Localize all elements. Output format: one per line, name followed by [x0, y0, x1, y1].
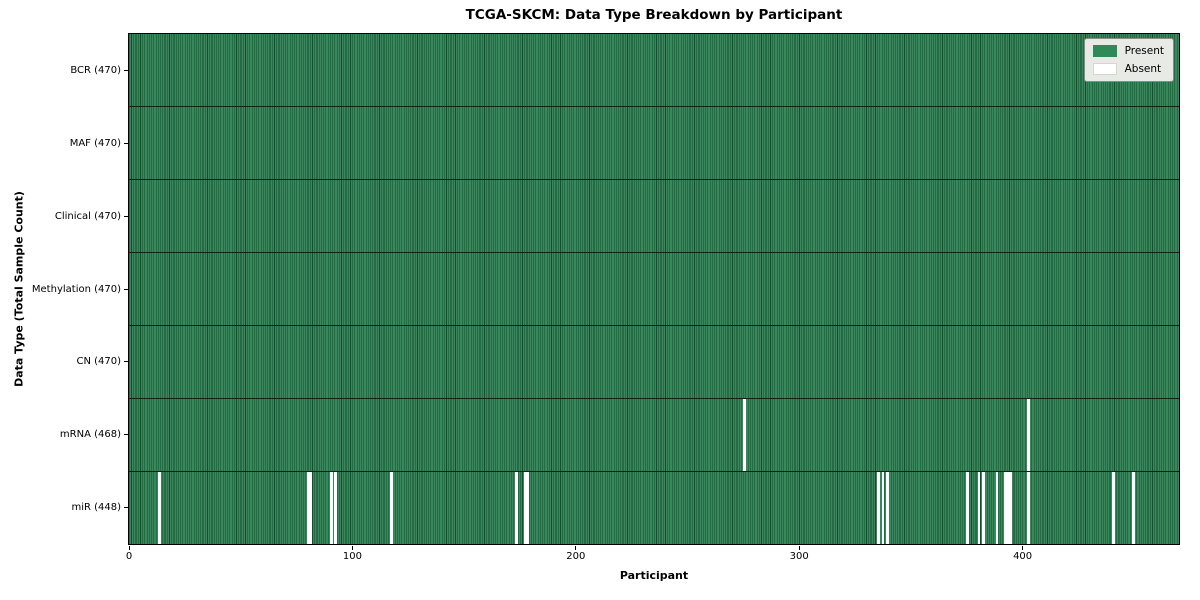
absent-cell — [515, 471, 519, 544]
x-tick-mark — [351, 545, 353, 550]
chart-title: TCGA-SKCM: Data Type Breakdown by Partic… — [465, 7, 843, 23]
x-tick-mark — [128, 545, 130, 550]
heatmap-row-maf — [129, 106, 1179, 180]
heatmap-row-clinical — [129, 179, 1179, 253]
absent-cell — [881, 471, 885, 544]
legend: Present Absent — [1083, 38, 1174, 82]
row-separator — [129, 397, 1179, 399]
y-tick-mark — [124, 288, 128, 290]
x-tick-label: 300 — [789, 551, 809, 562]
absent-cell — [1006, 471, 1010, 544]
absent-cell — [329, 471, 333, 544]
absent-cell — [524, 471, 527, 544]
x-tick-label: 0 — [125, 551, 133, 562]
y-tick-label: CN (470) — [76, 356, 121, 368]
absent-cell — [157, 471, 161, 544]
absent-cell — [966, 471, 970, 544]
present-swatch-icon — [1092, 45, 1117, 57]
x-tick-mark — [1022, 545, 1024, 550]
y-tick-mark — [124, 142, 128, 144]
row-separator — [129, 470, 1179, 472]
absent-cell — [877, 471, 880, 544]
absent-cell — [995, 471, 999, 544]
plot-frame: Present Absent — [128, 33, 1180, 545]
y-tick-mark — [124, 215, 128, 217]
absent-cell — [743, 398, 746, 472]
absent-cell — [1026, 398, 1030, 472]
row-separator — [129, 106, 1179, 108]
heatmap-row-bcr — [129, 34, 1179, 107]
y-tick-label: Clinical (470) — [54, 210, 121, 222]
absent-cell — [526, 471, 530, 544]
absent-cell — [307, 471, 311, 544]
y-tick-label: BCR (470) — [70, 64, 121, 76]
y-tick-label: Methylation (470) — [31, 283, 121, 295]
legend-label-present: Present — [1124, 45, 1164, 57]
absent-cell — [309, 471, 313, 544]
y-tick-label: mRNA (468) — [59, 429, 121, 441]
absent-cell — [1026, 471, 1030, 544]
x-tick-label: 100 — [342, 551, 362, 562]
row-separator — [129, 179, 1179, 181]
absent-cell — [1008, 471, 1012, 544]
x-tick-mark — [798, 545, 800, 550]
x-tick-mark — [575, 545, 577, 550]
row-separator — [129, 252, 1179, 254]
plot-area — [129, 34, 1179, 544]
absent-cell — [977, 471, 981, 544]
row-separator — [129, 324, 1179, 326]
absent-cell — [886, 471, 889, 544]
heatmap-row-mir — [129, 471, 1179, 544]
absent-cell — [982, 471, 985, 544]
y-tick-mark — [124, 434, 128, 436]
x-axis-label: Participant — [619, 569, 689, 582]
y-tick-label: miR (448) — [71, 502, 121, 514]
y-tick-mark — [124, 69, 128, 71]
absent-cell — [1131, 471, 1135, 544]
absent-cell — [334, 471, 338, 544]
heatmap-row-cn — [129, 325, 1179, 399]
absent-cell — [390, 471, 393, 544]
x-tick-label: 200 — [566, 551, 586, 562]
y-tick-label: MAF (470) — [69, 137, 121, 149]
absent-swatch-icon — [1092, 63, 1117, 75]
absent-cell — [1111, 471, 1115, 544]
legend-entry-absent: Absent — [1092, 63, 1164, 75]
y-tick-mark — [124, 361, 128, 363]
y-tick-mark — [124, 507, 128, 509]
absent-cell — [1004, 471, 1008, 544]
legend-label-absent: Absent — [1124, 63, 1162, 75]
heatmap-row-mrna — [129, 398, 1179, 472]
x-tick-label: 400 — [1013, 551, 1033, 562]
heatmap-row-methylation — [129, 252, 1179, 326]
legend-entry-present: Present — [1092, 45, 1164, 57]
